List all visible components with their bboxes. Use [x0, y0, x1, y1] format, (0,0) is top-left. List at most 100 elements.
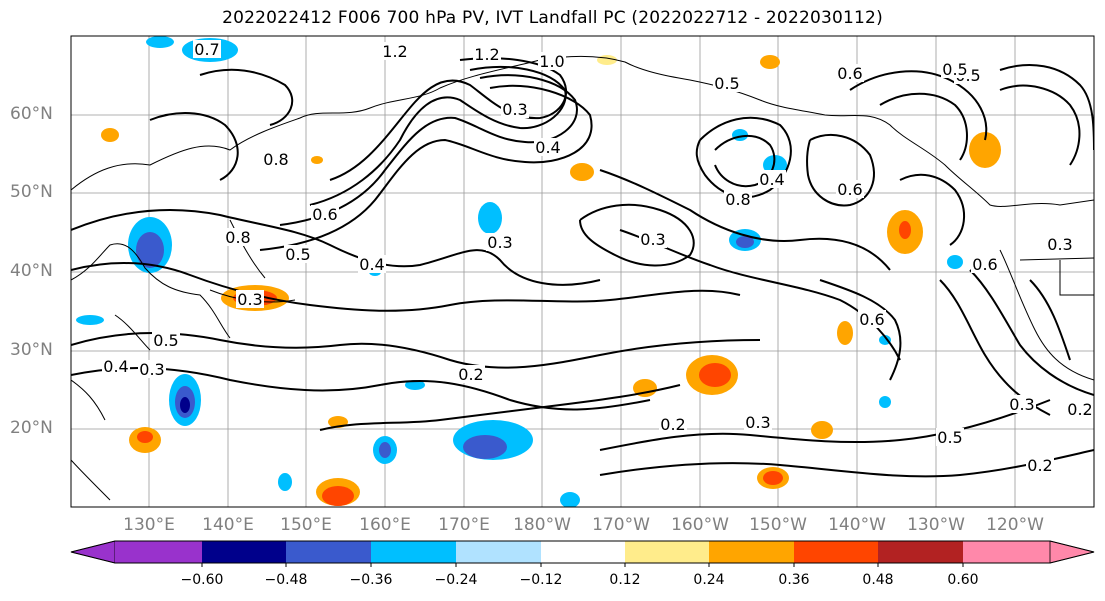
contour-label-bg — [836, 64, 864, 82]
map-frame — [70, 35, 1095, 508]
contour-label-bg — [639, 230, 667, 248]
contour-label-bg — [224, 228, 252, 246]
colorbar-segment — [963, 541, 1050, 563]
contour-label: 0.3 — [745, 413, 770, 432]
colorbar-segment — [709, 541, 794, 563]
colorbar-tick-label: 0.24 — [693, 572, 725, 588]
contour-label-bg — [936, 428, 964, 446]
contour-label-bg — [758, 170, 786, 188]
colorbar-tick-label: −0.36 — [349, 572, 393, 588]
contour-label: 0.3 — [237, 290, 262, 309]
colorbar-segment — [794, 541, 878, 563]
contour-label: 0.4 — [535, 138, 560, 157]
colorbar-tick-label: −0.24 — [434, 572, 478, 588]
contour-label: 0.3 — [502, 100, 527, 119]
longitude-label: 130°W — [907, 515, 965, 535]
colorbar-tick-label: 0.12 — [609, 572, 641, 588]
colorbar-segment — [371, 541, 456, 563]
contour-label: 0.3 — [1047, 235, 1072, 254]
colorbar-segment — [115, 541, 202, 563]
longitude-label: 170°W — [592, 515, 650, 535]
contour-label: 0.6 — [859, 310, 884, 329]
latitude-label: 20°N — [10, 418, 53, 438]
contour-label: 0.8 — [725, 190, 750, 209]
contour-label-bg — [1046, 235, 1074, 253]
colorbar-tick-label: −0.48 — [264, 572, 308, 588]
contour-label: 0.6 — [837, 180, 862, 199]
contour-label: 0.3 — [139, 360, 164, 379]
contour-label-bg — [311, 205, 339, 223]
contour-label: 0.2 — [1027, 456, 1052, 475]
coastlines — [71, 56, 1094, 501]
colorbar-extend-max — [1049, 540, 1095, 564]
contour-label: 1.0 — [539, 52, 564, 71]
contour-label: 1.2 — [382, 42, 407, 61]
contour-label: 0.6 — [312, 205, 337, 224]
contour-label: 0.5 — [942, 60, 967, 79]
pv-contours — [71, 57, 1094, 478]
contour-label: 0.8 — [263, 150, 288, 169]
contour-label: 0.5 — [153, 331, 178, 350]
longitude-label: 170°E — [438, 515, 490, 535]
contour-label-bg — [138, 360, 166, 378]
longitude-label: 150°E — [280, 515, 332, 535]
contour-label-bg — [473, 45, 501, 63]
contour-label-bg — [501, 100, 529, 118]
contour-label-bg — [152, 331, 180, 349]
contour-label: 0.7 — [194, 40, 219, 59]
colorbar-tick-label: −0.60 — [180, 572, 224, 588]
contour-label: 0.5 — [714, 74, 739, 93]
contour-label-bg — [358, 255, 386, 273]
contour-label-bg — [102, 357, 130, 375]
contour-label-bg — [659, 415, 687, 433]
contour-label: 0.4 — [103, 357, 128, 376]
colorbar — [70, 540, 1095, 567]
contour-label: 0.6 — [972, 255, 997, 274]
latitude-label: 40°N — [10, 261, 53, 281]
contour-label: 0.3 — [1009, 395, 1034, 414]
contour-label: 1.2 — [474, 45, 499, 64]
contour-label: 0.6 — [837, 64, 862, 83]
contour-label-bg — [1066, 400, 1094, 418]
contour-label-bg — [284, 245, 312, 263]
contour-label-bg — [486, 233, 514, 251]
contour-label-bg — [193, 40, 221, 58]
latitude-label: 50°N — [10, 182, 53, 202]
contour-label: 0.3 — [487, 233, 512, 252]
contour-label: 0.4 — [759, 170, 784, 189]
colorbar-segment — [456, 541, 541, 563]
contour-label: 0.5 — [937, 428, 962, 447]
longitude-label: 140°W — [828, 515, 886, 535]
colorbar-tick-label: 0.48 — [862, 572, 894, 588]
contour-label: 0.4 — [359, 255, 384, 274]
figure-title: 2022022412 F006 700 hPa PV, IVT Landfall… — [222, 8, 883, 28]
longitude-label: 140°E — [202, 515, 254, 535]
longitude-label: 160°W — [671, 515, 729, 535]
longitude-label: 120°W — [986, 515, 1044, 535]
colorbar-segment — [202, 541, 286, 563]
contour-label-bg — [457, 365, 485, 383]
contour-label-bg — [381, 42, 409, 60]
colorbar-segment — [541, 541, 625, 563]
contour-label-bg — [236, 290, 264, 308]
latitude-label: 60°N — [10, 104, 53, 124]
colorbar-segment — [286, 541, 371, 563]
contour-labels: 0.7 1.2 1.2 1.0 0.5 0.6 0.5 0.8 0.8 0.4 0.4 0.6 0.3 0… — [102, 40, 1094, 475]
colorbar-extend-min — [70, 540, 116, 564]
colorbar-tick-label: 0.60 — [947, 572, 979, 588]
contour-label-bg — [724, 190, 752, 208]
longitude-label: 150°W — [749, 515, 807, 535]
colorbar-segment — [878, 541, 963, 563]
contour-label: 0.2 — [660, 415, 685, 434]
contour-label: 0.2 — [458, 365, 483, 384]
contour-label-bg — [744, 413, 772, 431]
contour-label-bg — [713, 74, 741, 92]
colorbar-tick-label: 0.36 — [778, 572, 810, 588]
longitude-label: 180°W — [513, 515, 571, 535]
contour-label-bg — [1008, 395, 1036, 413]
contour-label-bg — [534, 138, 562, 156]
latitude-label: 30°N — [10, 340, 53, 360]
colorbar-frame — [70, 540, 1095, 564]
